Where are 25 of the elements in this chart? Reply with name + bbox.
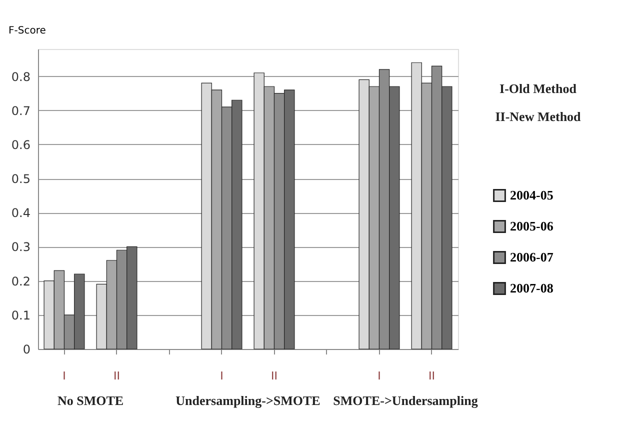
y-tick-label: 0.7 [11,104,30,118]
text: Undersampling->SMOTE [176,393,320,408]
text: SMOTE->Undersampling [333,393,478,408]
y-tick-label: 0.3 [11,240,30,254]
y-axis-title: F-Score [8,26,46,36]
legend-label: 2004-05 [510,188,554,202]
x-tick-label: II [428,370,435,382]
text: II-New Method [495,109,582,124]
legend-label: 2007-08 [510,280,554,296]
x-tick-label: I [378,370,381,382]
x-tick-label: I [220,370,224,382]
y-tick-label: 0.2 [11,274,30,288]
y-tick-label: 0.5 [11,172,30,186]
text: I-Old Method [500,81,578,96]
x-tick-label: II [114,370,120,382]
y-tick-label: 0.8 [11,70,30,84]
text: No SMOTE [57,393,124,408]
x-tick-label: I [62,370,66,382]
legend-label: 2006-07 [510,250,554,264]
y-tick-label: 0 [22,342,30,356]
y-tick-label: 0.1 [11,308,30,322]
legend-label: 2005-06 [510,218,554,234]
x-tick-label: II [271,370,278,382]
y-tick-label: 0.6 [11,138,30,152]
y-tick-label: 0.4 [11,206,30,220]
